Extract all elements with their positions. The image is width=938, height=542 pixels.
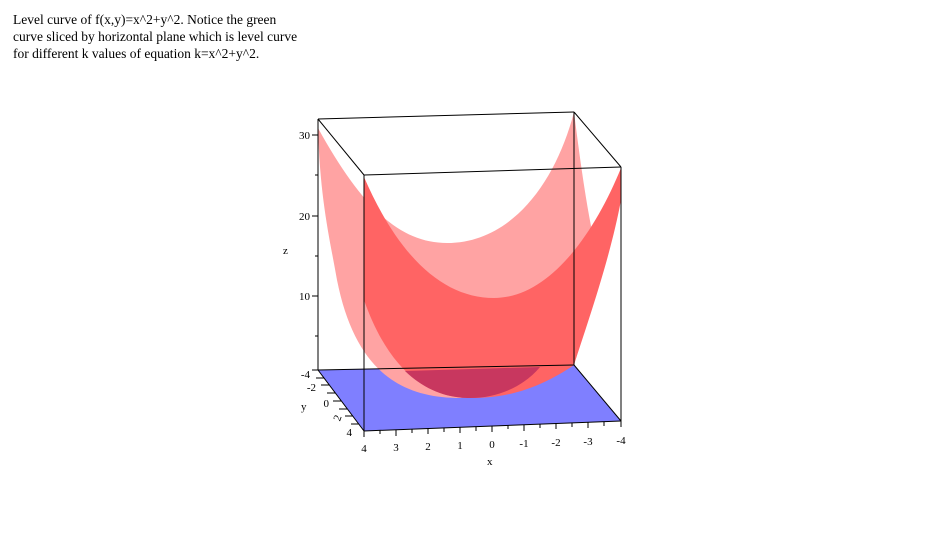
x-tick-2: 2 xyxy=(425,441,431,453)
caption: Level curve of f(x,y)=x^2+y^2. Notice th… xyxy=(13,11,373,62)
surface-plane-intersection xyxy=(405,367,540,398)
x-axis-label: x xyxy=(487,456,493,468)
x-tick-neg1: -1 xyxy=(519,438,528,450)
surface-front-sheet xyxy=(364,168,621,398)
y-axis xyxy=(316,377,359,425)
x-tick-4: 4 xyxy=(361,443,367,455)
z-axis-label: z xyxy=(283,245,288,257)
bounding-box xyxy=(317,111,622,432)
z-tick-10: 10 xyxy=(299,291,311,303)
z-tick-30: 30 xyxy=(299,130,311,142)
y-tick-4: 4 xyxy=(347,427,353,439)
x-tick-neg3: -3 xyxy=(583,436,593,448)
y-tick-2: 2 xyxy=(331,413,344,422)
z-axis xyxy=(312,134,318,371)
caption-line-1: Level curve of f(x,y)=x^2+y^2. Notice th… xyxy=(13,12,277,27)
x-tick-3: 3 xyxy=(393,442,399,454)
x-tick-neg4: -4 xyxy=(616,435,626,447)
x-tick-neg2: -2 xyxy=(551,437,560,449)
x-tick-1: 1 xyxy=(457,440,463,452)
y-axis-label: y xyxy=(301,401,307,413)
caption-line-3: for different k values of equation k=x^2… xyxy=(13,46,260,61)
x-axis xyxy=(363,421,622,437)
z-tick-neg4: -4 xyxy=(301,369,311,381)
y-tick-0: 0 xyxy=(324,398,330,410)
z-tick-20: 20 xyxy=(299,211,311,223)
x-tick-0: 0 xyxy=(489,439,495,451)
caption-line-2: curve sliced by horizontal plane which i… xyxy=(13,29,298,44)
y-tick-neg2: -2 xyxy=(307,382,316,394)
